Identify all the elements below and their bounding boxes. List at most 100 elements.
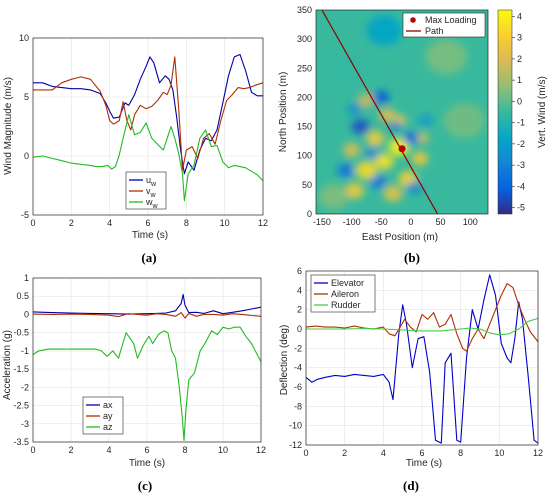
series-line-v	[33, 56, 264, 171]
x-tick-label: 0	[303, 448, 308, 458]
colorbar-tick-label: -3	[517, 160, 525, 170]
y-tick-label: -12	[289, 440, 302, 450]
panel-c-plot-area	[32, 277, 262, 443]
heatmap-cell	[369, 174, 387, 190]
panel-c-xlabel: Time (s)	[129, 458, 165, 469]
panel-b-ticks: -150 -100 -50 0 50 100 0 50 100 150 200 250 300 350	[297, 5, 478, 227]
y-tick-label: 300	[297, 34, 312, 44]
legend-entry: vw	[146, 186, 157, 199]
legend-entry-name: Rudder	[331, 300, 361, 310]
legend-marker-swatch	[410, 17, 416, 23]
x-tick-label: 100	[463, 217, 478, 227]
flight-path-line	[321, 10, 439, 214]
heatmap-cell	[343, 142, 360, 157]
heatmap-cell	[345, 182, 365, 199]
x-tick-label: 12	[256, 445, 266, 455]
y-tick-label: -6	[294, 382, 302, 392]
x-tick-label: 10	[220, 218, 230, 228]
y-tick-label: 200	[297, 92, 312, 102]
x-tick-label: 2	[69, 218, 74, 228]
y-tick-label: -8	[294, 401, 302, 411]
panel-d-ylabel: Deflection (deg)	[279, 325, 290, 396]
y-tick-label: 50	[302, 180, 312, 190]
y-tick-label: -1.5	[13, 364, 29, 374]
colorbar-tick-label: 1	[517, 75, 522, 85]
x-tick-label: 2	[68, 445, 73, 455]
legend-entry-subscript: w	[152, 203, 159, 210]
legend-entry: Rudder	[331, 300, 361, 310]
y-tick-label: 4	[297, 285, 302, 295]
y-tick-label: -5	[21, 210, 29, 220]
panel-b-xlabel: East Position (m)	[362, 232, 438, 243]
max-loading-marker	[398, 145, 406, 153]
x-tick-label: 6	[144, 445, 149, 455]
heatmap-cell	[366, 15, 403, 46]
y-tick-label: 250	[297, 63, 312, 73]
colorbar	[497, 9, 513, 215]
heatmap-cell	[383, 185, 403, 202]
heatmap-cell	[365, 146, 380, 159]
heatmap-cell	[372, 90, 390, 105]
x-tick-label: 8	[182, 445, 187, 455]
y-tick-label: 0	[24, 309, 29, 319]
y-tick-label: 0	[307, 209, 312, 219]
heatmap-cell	[411, 151, 429, 166]
series-line-aileron	[305, 283, 539, 352]
panel-d-label: (d)	[403, 478, 419, 493]
legend-entry-name: ax	[103, 400, 113, 410]
x-tick-label: 8	[458, 448, 463, 458]
legend-entry-max-loading: Max Loading	[425, 15, 477, 25]
x-tick-label: 6	[419, 448, 424, 458]
legend-entry-name: v	[146, 186, 151, 196]
heatmap-cell	[425, 38, 468, 75]
heatmap-cell	[318, 183, 349, 210]
panel-c-label: (c)	[138, 478, 152, 493]
series-line-w	[32, 114, 264, 202]
legend-entry: az	[103, 422, 113, 432]
panel-b-label: (b)	[404, 250, 420, 265]
y-tick-label: 2	[297, 305, 302, 315]
legend-entry-name: w	[145, 197, 153, 207]
heatmap-cell	[358, 93, 375, 108]
x-tick-label: 8	[184, 218, 189, 228]
axes-frame	[32, 277, 262, 443]
series-line-ax	[32, 293, 262, 315]
y-tick-label: 1	[24, 273, 29, 283]
y-tick-label: 0.5	[16, 291, 29, 301]
y-tick-label: 6	[297, 266, 302, 276]
legend-entry-name: u	[146, 175, 151, 185]
panel-c: 0 2 4 6 8 10 12-3.5-3-2.5-2-1.5-1-0.500.51 axa…	[2, 273, 266, 493]
x-tick-label: 4	[381, 448, 386, 458]
legend-entry: Aileron	[331, 289, 359, 299]
legend-entry: uw	[146, 175, 157, 188]
y-tick-label: -2	[294, 343, 302, 353]
colorbar-tick-label: 0	[517, 96, 522, 106]
heatmap-cell	[390, 121, 402, 132]
panel-c-grid	[32, 277, 262, 443]
y-tick-label: -10	[289, 421, 302, 431]
panel-c-ticks: 0 2 4 6 8 10 12 -3.5 -3 -2.5 -2 -1.5 -1 -0.5 0 0.5 1	[13, 273, 266, 455]
colorbar-tick-label: -2	[517, 139, 525, 149]
legend-entry-path: Path	[425, 26, 444, 36]
panel-d-plot-area	[305, 270, 539, 446]
x-tick-label: 12	[533, 448, 543, 458]
x-tick-label: 0	[408, 217, 413, 227]
colorbar-tick-label: 4	[517, 11, 522, 21]
colorbar-tick-label: 3	[517, 33, 522, 43]
x-tick-label: 2	[342, 448, 347, 458]
y-tick-label: -4	[294, 363, 302, 373]
x-tick-label: 4	[106, 445, 111, 455]
colorbar-ticks: -5 -4 -3 -2 -1 0 1 2 3 4	[512, 11, 525, 213]
panel-b-path-layer	[321, 10, 439, 214]
y-tick-label: 0	[24, 151, 29, 161]
x-tick-label: 10	[494, 448, 504, 458]
y-tick-label: -3	[21, 419, 29, 429]
series-line-rudder	[306, 317, 539, 336]
legend-entry-name: Elevator	[331, 278, 364, 288]
y-tick-label: 350	[297, 5, 312, 15]
